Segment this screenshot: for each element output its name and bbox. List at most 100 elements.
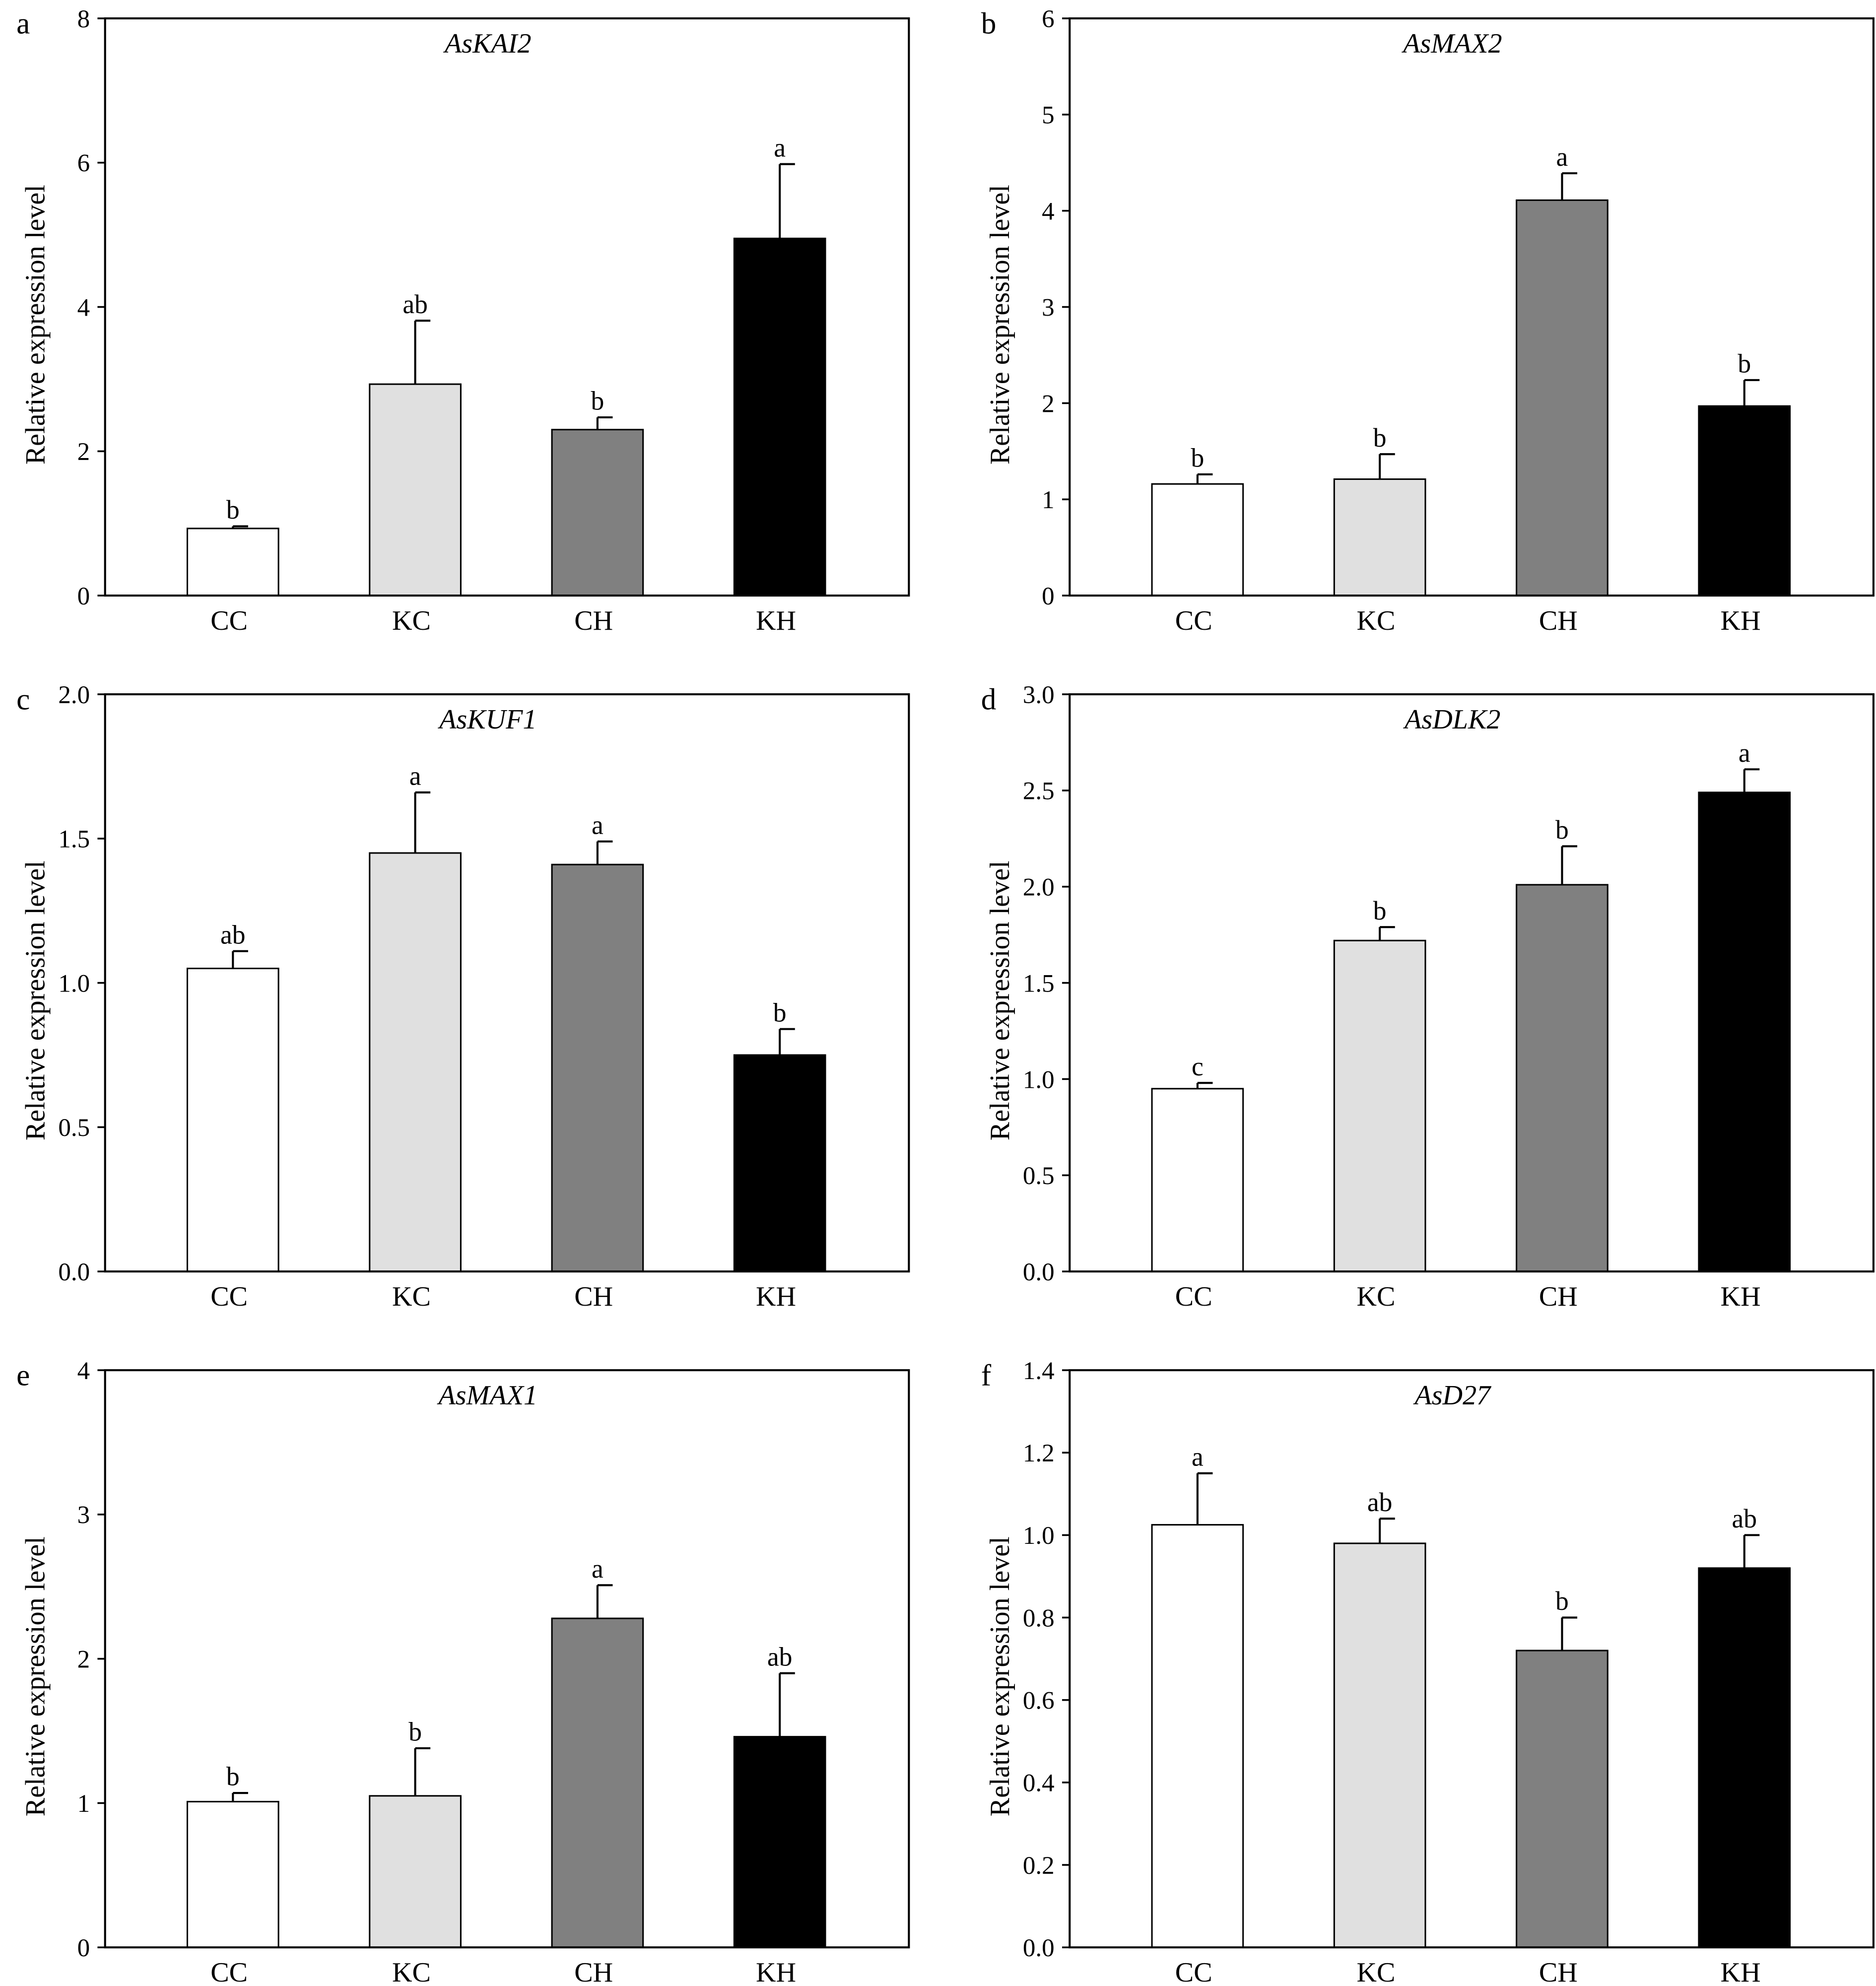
x-tick-label: CH	[1539, 1957, 1578, 1986]
panel-letter: d	[981, 683, 997, 717]
y-tick-label: 0.0	[1023, 1934, 1055, 1962]
y-tick-label: 2.0	[58, 681, 90, 709]
chart-title: AsDLK2	[1403, 704, 1500, 735]
significance-label: a	[774, 132, 786, 162]
x-tick-label: KC	[1357, 1281, 1396, 1312]
y-tick-label: 0.5	[58, 1114, 90, 1142]
x-tick-label: KC	[392, 1957, 431, 1986]
x-tick-label: CC	[210, 1957, 248, 1986]
y-tick-label: 1.4	[1023, 1357, 1055, 1385]
x-tick-label: CC	[210, 1281, 248, 1312]
significance-label: ab	[220, 920, 246, 949]
bar-CH	[551, 1617, 644, 1948]
x-tick-label: KH	[756, 1957, 796, 1986]
y-tick-label: 1	[77, 1790, 90, 1818]
x-tick-label: CH	[574, 1281, 613, 1312]
x-tick-label: CH	[574, 605, 613, 636]
y-tick-label: 0	[77, 1934, 90, 1962]
bar-KH	[1698, 1567, 1791, 1948]
y-axis-label: Relative expression level	[20, 185, 51, 464]
y-tick-label: 0.2	[1023, 1852, 1055, 1880]
x-tick-label: CC	[210, 605, 248, 636]
panel-c: c ab CC a KC a CH b KH 0.0 0.5 1.0 1.5 2.0 AsKUF1 Relat…	[16, 681, 910, 1312]
x-tick-label: KC	[392, 605, 431, 636]
significance-label: a	[1739, 738, 1750, 768]
y-tick-label: 2.5	[1023, 778, 1055, 805]
significance-label: b	[1738, 349, 1751, 379]
significance-label: b	[591, 386, 604, 416]
y-axis-label: Relative expression level	[20, 1536, 51, 1816]
y-tick-label: 0.0	[1023, 1258, 1055, 1286]
y-tick-label: 1.2	[1023, 1440, 1055, 1467]
chart-title: AsKUF1	[437, 704, 536, 735]
bar-CC	[186, 967, 279, 1272]
x-tick-label: CH	[1539, 1281, 1578, 1312]
y-tick-label: 1.0	[1023, 1522, 1055, 1550]
x-tick-label: CH	[574, 1957, 613, 1986]
x-tick-label: CC	[1175, 1957, 1212, 1986]
panel-letter: c	[16, 683, 30, 717]
x-tick-label: KH	[1721, 605, 1761, 636]
bar-CH	[1516, 1650, 1608, 1948]
x-tick-label: CC	[1175, 605, 1212, 636]
y-tick-label: 2	[77, 438, 90, 466]
x-tick-label: KH	[1721, 1957, 1761, 1986]
significance-label: c	[1192, 1052, 1204, 1081]
bar-CH	[551, 863, 644, 1272]
bar-KC	[369, 383, 462, 596]
significance-label: ab	[402, 289, 428, 319]
bar-KH	[733, 237, 826, 596]
significance-label: b	[1373, 423, 1387, 453]
bar-CC	[1151, 1088, 1244, 1272]
significance-label: ab	[767, 1642, 793, 1671]
significance-label: b	[1555, 1586, 1569, 1616]
y-tick-label: 3	[77, 1502, 90, 1529]
significance-label: a	[592, 1554, 603, 1584]
x-tick-label: KC	[392, 1281, 431, 1312]
y-tick-label: 2.0	[1023, 874, 1055, 902]
x-tick-label: KC	[1357, 1957, 1396, 1986]
bar-KH	[733, 1054, 826, 1272]
y-tick-label: 4	[1042, 198, 1055, 226]
y-tick-label: 3.0	[1023, 681, 1055, 709]
bar-CH	[1516, 199, 1608, 596]
panel-f: f a CC ab KC b CH ab KH 0.0 0.2 0.4 0.6 0.8 1.0 1.2 1.4 A…	[981, 1357, 1875, 1986]
x-tick-label: CC	[1175, 1281, 1212, 1312]
panel-d: d c CC b KC b CH a KH 0.0 0.5 1.0 1.5 2.0 2.5 3.0 AsDLK2…	[981, 681, 1875, 1312]
panel-letter: b	[981, 7, 997, 41]
bar-CH	[1516, 884, 1608, 1272]
bar-CC	[1151, 483, 1244, 596]
x-tick-label: KH	[1721, 1281, 1761, 1312]
significance-label: b	[1555, 815, 1569, 845]
bar-KC	[1333, 1542, 1426, 1948]
bar-CH	[551, 429, 644, 596]
y-tick-label: 6	[1042, 5, 1055, 33]
significance-label: b	[773, 997, 787, 1027]
x-tick-label: KH	[756, 1281, 796, 1312]
bar-KH	[733, 1736, 826, 1948]
bar-CC	[186, 528, 279, 596]
significance-label: b	[408, 1717, 422, 1747]
chart-title: AsMAX1	[437, 1380, 537, 1411]
bar-KC	[369, 852, 462, 1272]
bar-KH	[1698, 792, 1791, 1272]
y-tick-label: 3	[1042, 294, 1055, 322]
panel-letter: f	[981, 1359, 992, 1392]
y-tick-label: 4	[77, 294, 90, 322]
x-tick-label: KC	[1357, 605, 1396, 636]
y-tick-label: 6	[77, 150, 90, 178]
panel-b: b b CC b KC a CH b KH 0 1 2 3 4 5 6 AsMAX2 Relative expre…	[981, 5, 1875, 636]
significance-label: a	[592, 810, 603, 840]
y-axis-label: Relative expression level	[985, 185, 1015, 464]
bar-KC	[1333, 478, 1426, 596]
significance-label: ab	[1732, 1504, 1757, 1533]
significance-label: b	[226, 1762, 240, 1791]
bar-KC	[1333, 939, 1426, 1272]
x-tick-label: KH	[756, 605, 796, 636]
y-tick-label: 2	[77, 1646, 90, 1673]
y-tick-label: 0.0	[58, 1258, 90, 1286]
panel-e: e b CC b KC a CH ab KH 0 1 2 3 4 AsMAX1 Relative expres…	[16, 1357, 910, 1986]
significance-label: b	[1191, 443, 1204, 473]
x-tick-label: CH	[1539, 605, 1578, 636]
